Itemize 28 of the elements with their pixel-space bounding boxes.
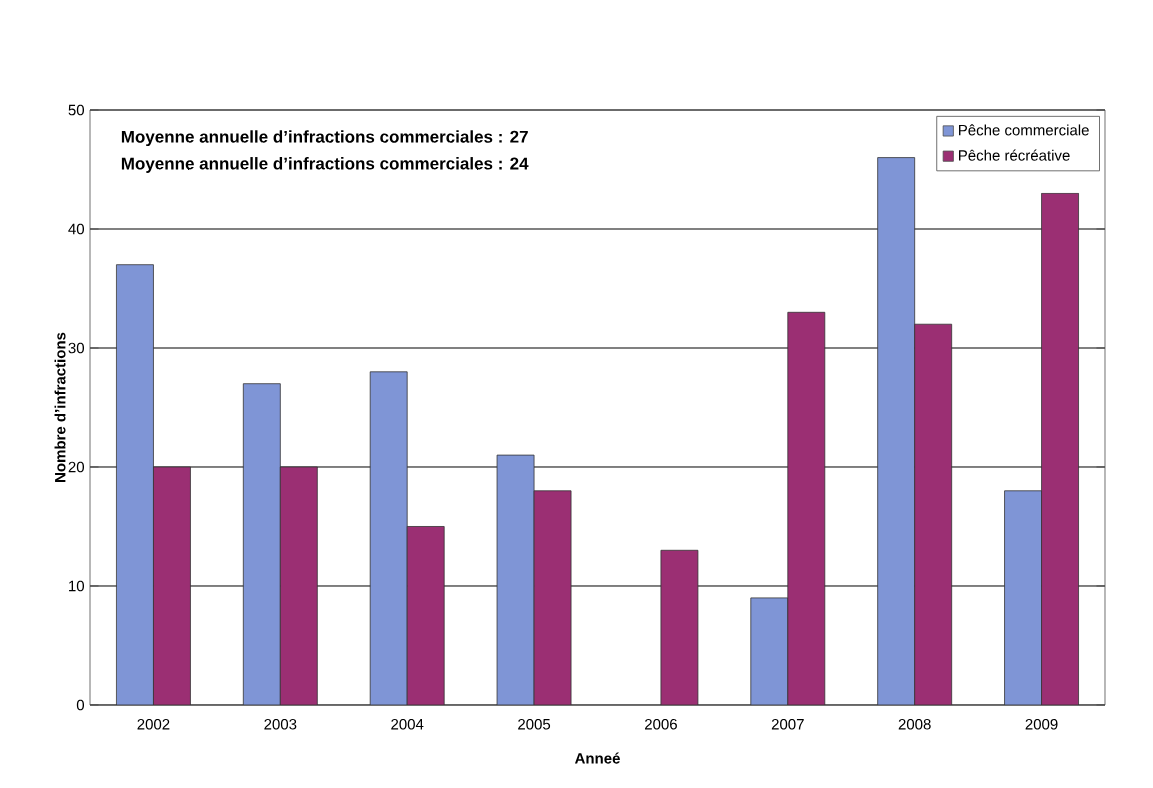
y-tick-label: 40 (68, 223, 85, 235)
x-tick-label: 2005 (518, 718, 551, 730)
y-tick-label: 50 (68, 104, 85, 116)
x-tick-label: 2003 (264, 718, 297, 730)
x-tick-label: 2006 (645, 718, 677, 730)
legend-label: Pêche récréative (959, 149, 1070, 161)
y-tick-label: 30 (68, 342, 85, 354)
x-tick-label: 2004 (391, 718, 424, 730)
bar (750, 597, 789, 705)
x-tick-label: 2009 (1025, 718, 1058, 730)
bar (496, 454, 535, 705)
y-axis-title: Nombre d’infractions (54, 332, 66, 482)
bar (242, 383, 281, 705)
y-tick-label: 0 (76, 699, 85, 711)
bar (369, 371, 408, 705)
bar (116, 264, 154, 705)
annotation: Moyenne annuelle d’infractions commerciales : 27 (121, 130, 528, 147)
bar (1004, 490, 1042, 705)
x-tick-label: 2002 (137, 718, 170, 730)
x-axis-title: Anneé (574, 752, 620, 764)
annotation: Moyenne annuelle d’infractions commerciales : 24 (121, 157, 529, 173)
y-tick-label: 10 (69, 580, 85, 592)
x-tick-label: 2008 (898, 718, 931, 730)
legend-label: Pêche commerciale (959, 124, 1089, 136)
y-tick-label: 20 (68, 461, 85, 473)
x-tick-label: 2007 (771, 718, 804, 730)
bar (660, 549, 699, 705)
bar (877, 157, 916, 705)
